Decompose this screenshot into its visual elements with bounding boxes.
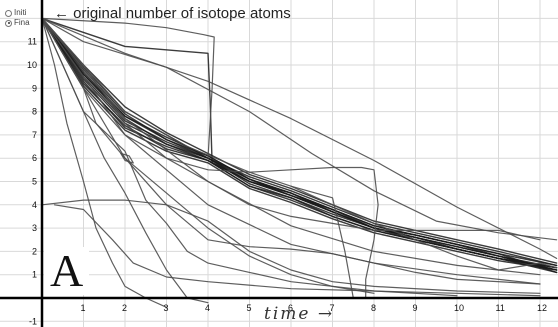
x-tick-label: 5 xyxy=(247,303,252,313)
x-tick-label: 10 xyxy=(454,303,464,313)
series-line-29 xyxy=(290,185,558,271)
radio-initial-icon[interactable] xyxy=(5,9,12,17)
series-layer xyxy=(41,17,558,308)
y-tick-label: 8 xyxy=(32,107,37,117)
x-tick-label: 1 xyxy=(81,303,86,313)
y-tick-label: 10 xyxy=(27,60,37,70)
series-line-18 xyxy=(41,17,375,294)
time-axis-handwritten-label: time → xyxy=(264,304,335,324)
x-tick-label: 2 xyxy=(122,303,127,313)
y-tick-label: 2 xyxy=(32,246,37,256)
radio-initial[interactable]: Initi xyxy=(5,8,30,18)
series-line-4 xyxy=(41,17,558,271)
original-number-annotation: ← original number of isotope atoms xyxy=(54,5,291,22)
x-tick-label: 9 xyxy=(413,303,418,313)
x-tick-label: 12 xyxy=(537,303,547,313)
y-tick-label: 6 xyxy=(32,153,37,163)
series-line-28 xyxy=(41,17,541,241)
radio-final-icon[interactable] xyxy=(5,19,12,27)
series-line-7 xyxy=(41,17,558,271)
x-tick-label: 3 xyxy=(164,303,169,313)
series-line-12 xyxy=(41,17,558,271)
initial-final-radio-group[interactable]: Initi Fina xyxy=(5,8,30,28)
x-tick-label: 6 xyxy=(288,303,293,313)
y-tick-label: 11 xyxy=(28,37,37,47)
panel-label: A xyxy=(44,247,90,295)
y-tick-label: -1 xyxy=(29,316,37,326)
series-line-17 xyxy=(41,17,168,308)
x-tick-label: 8 xyxy=(371,303,376,313)
y-tick-label: 9 xyxy=(32,83,37,93)
x-tick-label: 4 xyxy=(205,303,210,313)
y-tick-label: 1 xyxy=(32,270,37,280)
x-tick-label: 7 xyxy=(330,303,335,313)
series-line-14 xyxy=(41,17,558,259)
series-line-13 xyxy=(41,17,215,159)
series-line-6 xyxy=(41,17,558,264)
series-line-15 xyxy=(41,17,558,241)
series-line-21 xyxy=(41,199,541,294)
series-line-23 xyxy=(41,17,458,297)
radio-final[interactable]: Fina xyxy=(5,18,30,28)
radio-final-label: Fina xyxy=(14,18,30,27)
y-tick-label: 3 xyxy=(32,223,37,233)
series-line-20 xyxy=(41,17,354,299)
y-tick-label: 7 xyxy=(32,130,37,140)
radio-initial-label: Initi xyxy=(14,8,27,17)
series-line-26 xyxy=(41,17,541,276)
series-line-24 xyxy=(120,152,134,164)
series-line-27 xyxy=(41,17,541,285)
series-line-19 xyxy=(41,17,379,299)
y-tick-label: 4 xyxy=(32,200,37,210)
series-line-22 xyxy=(53,204,541,297)
series-line-1 xyxy=(41,17,558,271)
y-tick-label: 5 xyxy=(32,177,37,187)
x-tick-label: 11 xyxy=(496,303,505,313)
